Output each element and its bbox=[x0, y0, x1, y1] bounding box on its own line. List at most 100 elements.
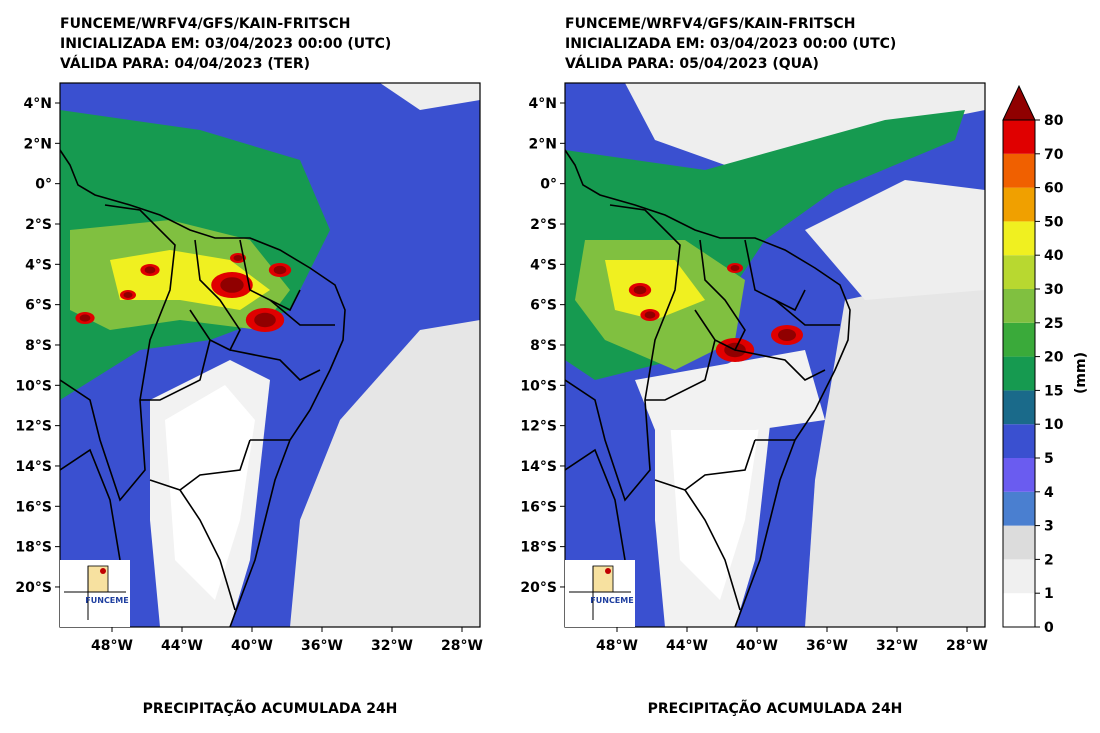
state-border bbox=[774, 299, 840, 326]
dry-area bbox=[380, 83, 480, 110]
panel-footer: PRECIPITAÇÃO ACUMULADA 24H bbox=[143, 700, 398, 717]
lat-label: 4°N bbox=[529, 96, 557, 112]
lat-label: 4°S bbox=[25, 257, 52, 273]
lat-label: 20°S bbox=[15, 580, 52, 596]
colorbar-band bbox=[1003, 322, 1035, 357]
colorbar-extend bbox=[1002, 84, 1036, 121]
colorbar-band bbox=[1003, 356, 1035, 391]
coastline bbox=[565, 149, 851, 627]
state-border bbox=[140, 339, 211, 401]
colorbar-tick-label: 60 bbox=[1044, 181, 1064, 197]
lat-label: 12°S bbox=[15, 419, 52, 435]
colorbar-tick-label: 4 bbox=[1044, 485, 1054, 501]
boundaries bbox=[565, 149, 851, 627]
lat-label: 8°S bbox=[25, 338, 52, 354]
state-border bbox=[269, 299, 335, 326]
lon-label: 40°W bbox=[736, 638, 778, 654]
heavy-rain bbox=[730, 265, 740, 271]
lat-label: 14°S bbox=[520, 459, 557, 475]
lat-label: 6°S bbox=[25, 298, 52, 314]
lon-label: 28°W bbox=[946, 638, 988, 654]
map-frame bbox=[59, 82, 481, 628]
lat-label: 12°S bbox=[520, 419, 557, 435]
colorbar-tick-label: 80 bbox=[1044, 113, 1064, 129]
colorbar-tick-label: 70 bbox=[1044, 147, 1064, 163]
lat-label: 6°S bbox=[530, 298, 557, 314]
colorbar-tick-label: 5 bbox=[1044, 451, 1054, 467]
dry-area bbox=[165, 385, 255, 600]
colorbar-tick-label: 25 bbox=[1044, 316, 1063, 332]
lat-label: 14°S bbox=[15, 459, 52, 475]
precip-layers bbox=[60, 83, 480, 627]
state-border bbox=[734, 349, 826, 381]
colorbar-tick-label: 10 bbox=[1044, 417, 1064, 433]
heavy-rain bbox=[633, 285, 647, 295]
lon-label: 40°W bbox=[231, 638, 273, 654]
colorbar-tick-label: 1 bbox=[1044, 586, 1054, 602]
lon-label: 36°W bbox=[301, 638, 343, 654]
colorbar-band bbox=[1003, 153, 1035, 188]
lat-label: 4°N bbox=[24, 96, 52, 112]
lat-label: 16°S bbox=[15, 499, 52, 515]
coastline bbox=[60, 149, 346, 627]
dry-area bbox=[625, 83, 985, 165]
logo-dot bbox=[100, 568, 106, 574]
state-border bbox=[565, 448, 626, 561]
lon-label: 32°W bbox=[371, 638, 413, 654]
boundaries bbox=[60, 149, 346, 627]
state-border bbox=[179, 489, 236, 611]
heavy-rain bbox=[144, 266, 156, 274]
heavy-rain bbox=[123, 292, 133, 298]
colorbar-tick-label: 40 bbox=[1044, 248, 1064, 264]
panel-footer: PRECIPITAÇÃO ACUMULADA 24H bbox=[648, 700, 903, 717]
dry-area bbox=[805, 180, 985, 300]
state-border bbox=[149, 439, 251, 491]
state-border bbox=[654, 439, 756, 491]
panel-title: FUNCEME/WRFV4/GFS/KAIN-FRITSCH bbox=[565, 16, 855, 32]
precip-field bbox=[60, 83, 480, 627]
heavy-rain bbox=[233, 255, 243, 261]
colorbar-tick-label: 2 bbox=[1044, 552, 1054, 568]
colorbar-band bbox=[1003, 491, 1035, 526]
logo-text: FUNCEME bbox=[85, 596, 128, 605]
colorbar-band bbox=[1003, 187, 1035, 222]
colorbar-tick-label: 30 bbox=[1044, 282, 1064, 298]
heavy-rain bbox=[273, 265, 287, 275]
state-border bbox=[229, 349, 321, 381]
colorbar-band bbox=[1003, 458, 1035, 492]
dry-area bbox=[635, 350, 825, 430]
colorbar-band bbox=[1003, 559, 1035, 594]
colorbar-tick-label: 3 bbox=[1044, 519, 1054, 535]
panel-title: VÁLIDA PARA: 05/04/2023 (QUA) bbox=[565, 55, 819, 72]
precip-layers bbox=[565, 83, 985, 627]
lat-label: 18°S bbox=[15, 540, 52, 556]
logo-text: FUNCEME bbox=[590, 596, 633, 605]
lon-label: 48°W bbox=[91, 638, 133, 654]
colorbar-band bbox=[1003, 593, 1035, 627]
lat-label: 10°S bbox=[520, 378, 557, 394]
panel-title: INICIALIZADA EM: 03/04/2023 00:00 (UTC) bbox=[565, 36, 896, 52]
colorbar-tick-label: 20 bbox=[1044, 350, 1064, 366]
dry-area bbox=[805, 270, 985, 627]
map-frame bbox=[564, 82, 986, 628]
colorbar-band bbox=[1003, 525, 1035, 560]
lon-label: 44°W bbox=[161, 638, 203, 654]
lat-label: 2°N bbox=[24, 136, 52, 152]
lon-label: 32°W bbox=[876, 638, 918, 654]
state-border bbox=[684, 489, 741, 611]
dry-area bbox=[670, 385, 760, 600]
colorbar-band bbox=[1003, 120, 1035, 154]
lat-label: 4°S bbox=[530, 257, 557, 273]
lat-label: 0° bbox=[35, 177, 52, 193]
lat-label: 18°S bbox=[520, 540, 557, 556]
map-panel: FUNCEME/WRFV4/GFS/KAIN-FRITSCH INICIALIZA… bbox=[15, 16, 483, 717]
lon-label: 28°W bbox=[441, 638, 483, 654]
colorbar-frame bbox=[1002, 119, 1036, 628]
lat-label: 8°S bbox=[530, 338, 557, 354]
lat-label: 2°N bbox=[529, 136, 557, 152]
colorbar-band bbox=[1003, 255, 1035, 289]
colorbar-band bbox=[1003, 289, 1035, 323]
colorbar-tick-label: 0 bbox=[1044, 620, 1054, 636]
state-border bbox=[645, 339, 716, 401]
